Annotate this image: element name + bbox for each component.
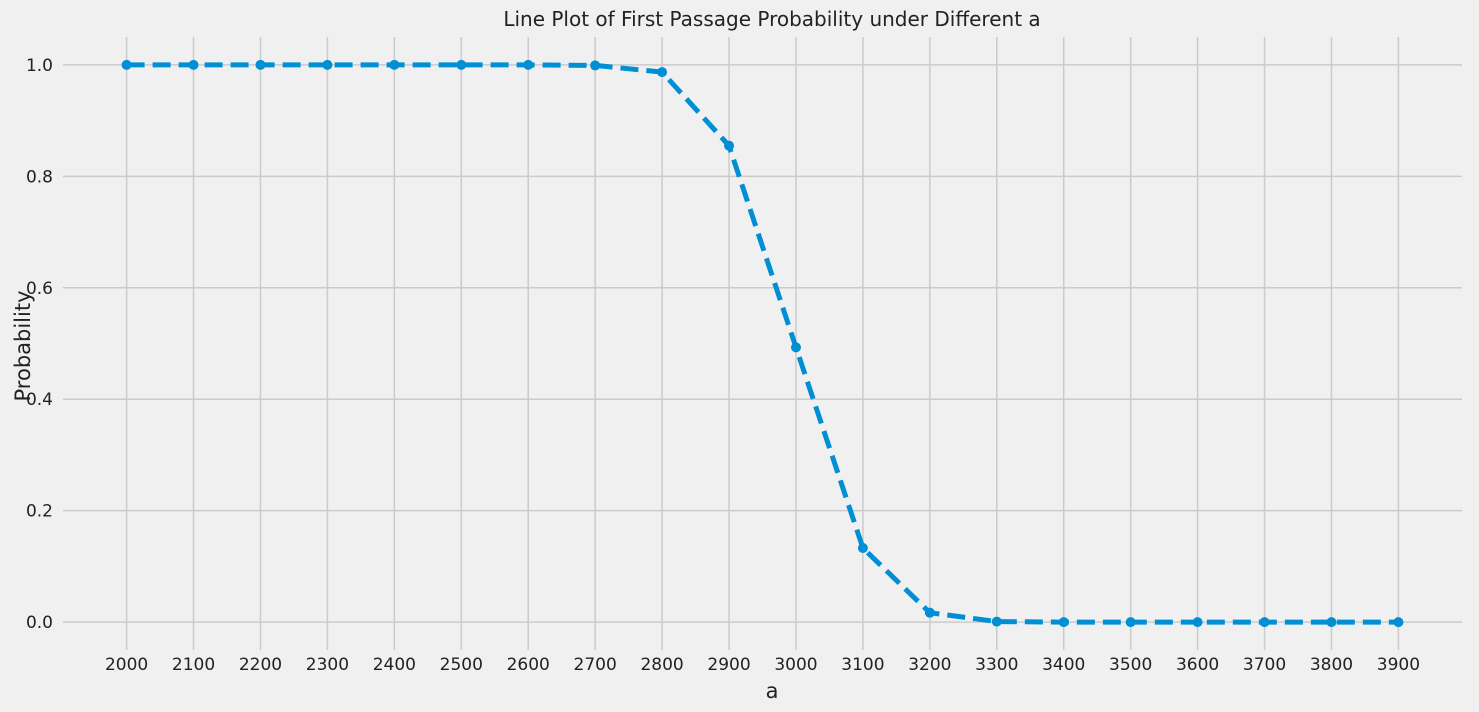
data-point	[590, 60, 601, 71]
data-point	[121, 59, 132, 70]
x-tick-label: 3700	[1243, 655, 1286, 675]
data-point	[724, 140, 735, 151]
data-point	[857, 543, 868, 554]
grid	[63, 37, 1462, 650]
x-tick-label: 3100	[841, 655, 884, 675]
y-tick-label: 0.0	[26, 613, 53, 633]
x-tick-label: 3000	[774, 655, 817, 675]
data-point	[389, 59, 400, 70]
y-axis-label: Probability	[11, 290, 35, 401]
y-tick-label: 0.2	[26, 502, 53, 522]
x-tick-label: 2200	[239, 655, 282, 675]
x-tick-label: 3200	[908, 655, 951, 675]
y-tick-label: 1.0	[26, 56, 53, 76]
x-tick-labels: 2000 2100 2200 2300 2400 2500 2600 2700 2800 2900…	[105, 655, 1420, 675]
series-line	[126, 62, 1399, 625]
data-point	[790, 342, 801, 353]
data-point	[322, 59, 333, 70]
x-tick-label: 3500	[1109, 655, 1152, 675]
data-point	[456, 59, 467, 70]
y-tick-labels: 0.0 0.2 0.4 0.6 0.8 1.0	[26, 56, 53, 633]
x-tick-label: 2700	[574, 655, 617, 675]
x-tick-label: 2600	[507, 655, 550, 675]
marker-layer	[121, 59, 1404, 628]
data-point	[991, 616, 1002, 627]
x-axis-label: a	[766, 679, 779, 703]
x-tick-label: 2300	[306, 655, 349, 675]
x-tick-label: 2400	[373, 655, 416, 675]
data-point	[1192, 617, 1203, 628]
y-tick-label: 0.8	[26, 167, 53, 187]
x-tick-label: 2000	[105, 655, 148, 675]
x-tick-label: 2500	[440, 655, 483, 675]
data-point	[1125, 617, 1136, 628]
data-point	[523, 59, 534, 70]
x-tick-label: 3800	[1310, 655, 1353, 675]
data-point	[188, 59, 199, 70]
data-point	[1326, 617, 1337, 628]
data-point	[255, 59, 266, 70]
data-point	[1058, 617, 1069, 628]
x-tick-label: 3600	[1176, 655, 1219, 675]
x-tick-label: 3300	[975, 655, 1018, 675]
y-tick-label: 0.4	[26, 390, 53, 410]
chart-title: Line Plot of First Passage Probability u…	[503, 7, 1040, 31]
data-point	[1393, 617, 1404, 628]
x-tick-label: 2900	[707, 655, 750, 675]
x-tick-label: 2100	[172, 655, 215, 675]
data-point	[657, 67, 668, 78]
x-tick-label: 2800	[640, 655, 683, 675]
data-point	[1259, 617, 1270, 628]
x-tick-label: 3400	[1042, 655, 1085, 675]
y-tick-label: 0.6	[26, 279, 53, 299]
series-line-layer	[126, 62, 1399, 625]
data-point	[924, 607, 935, 618]
x-tick-label: 3900	[1377, 655, 1420, 675]
